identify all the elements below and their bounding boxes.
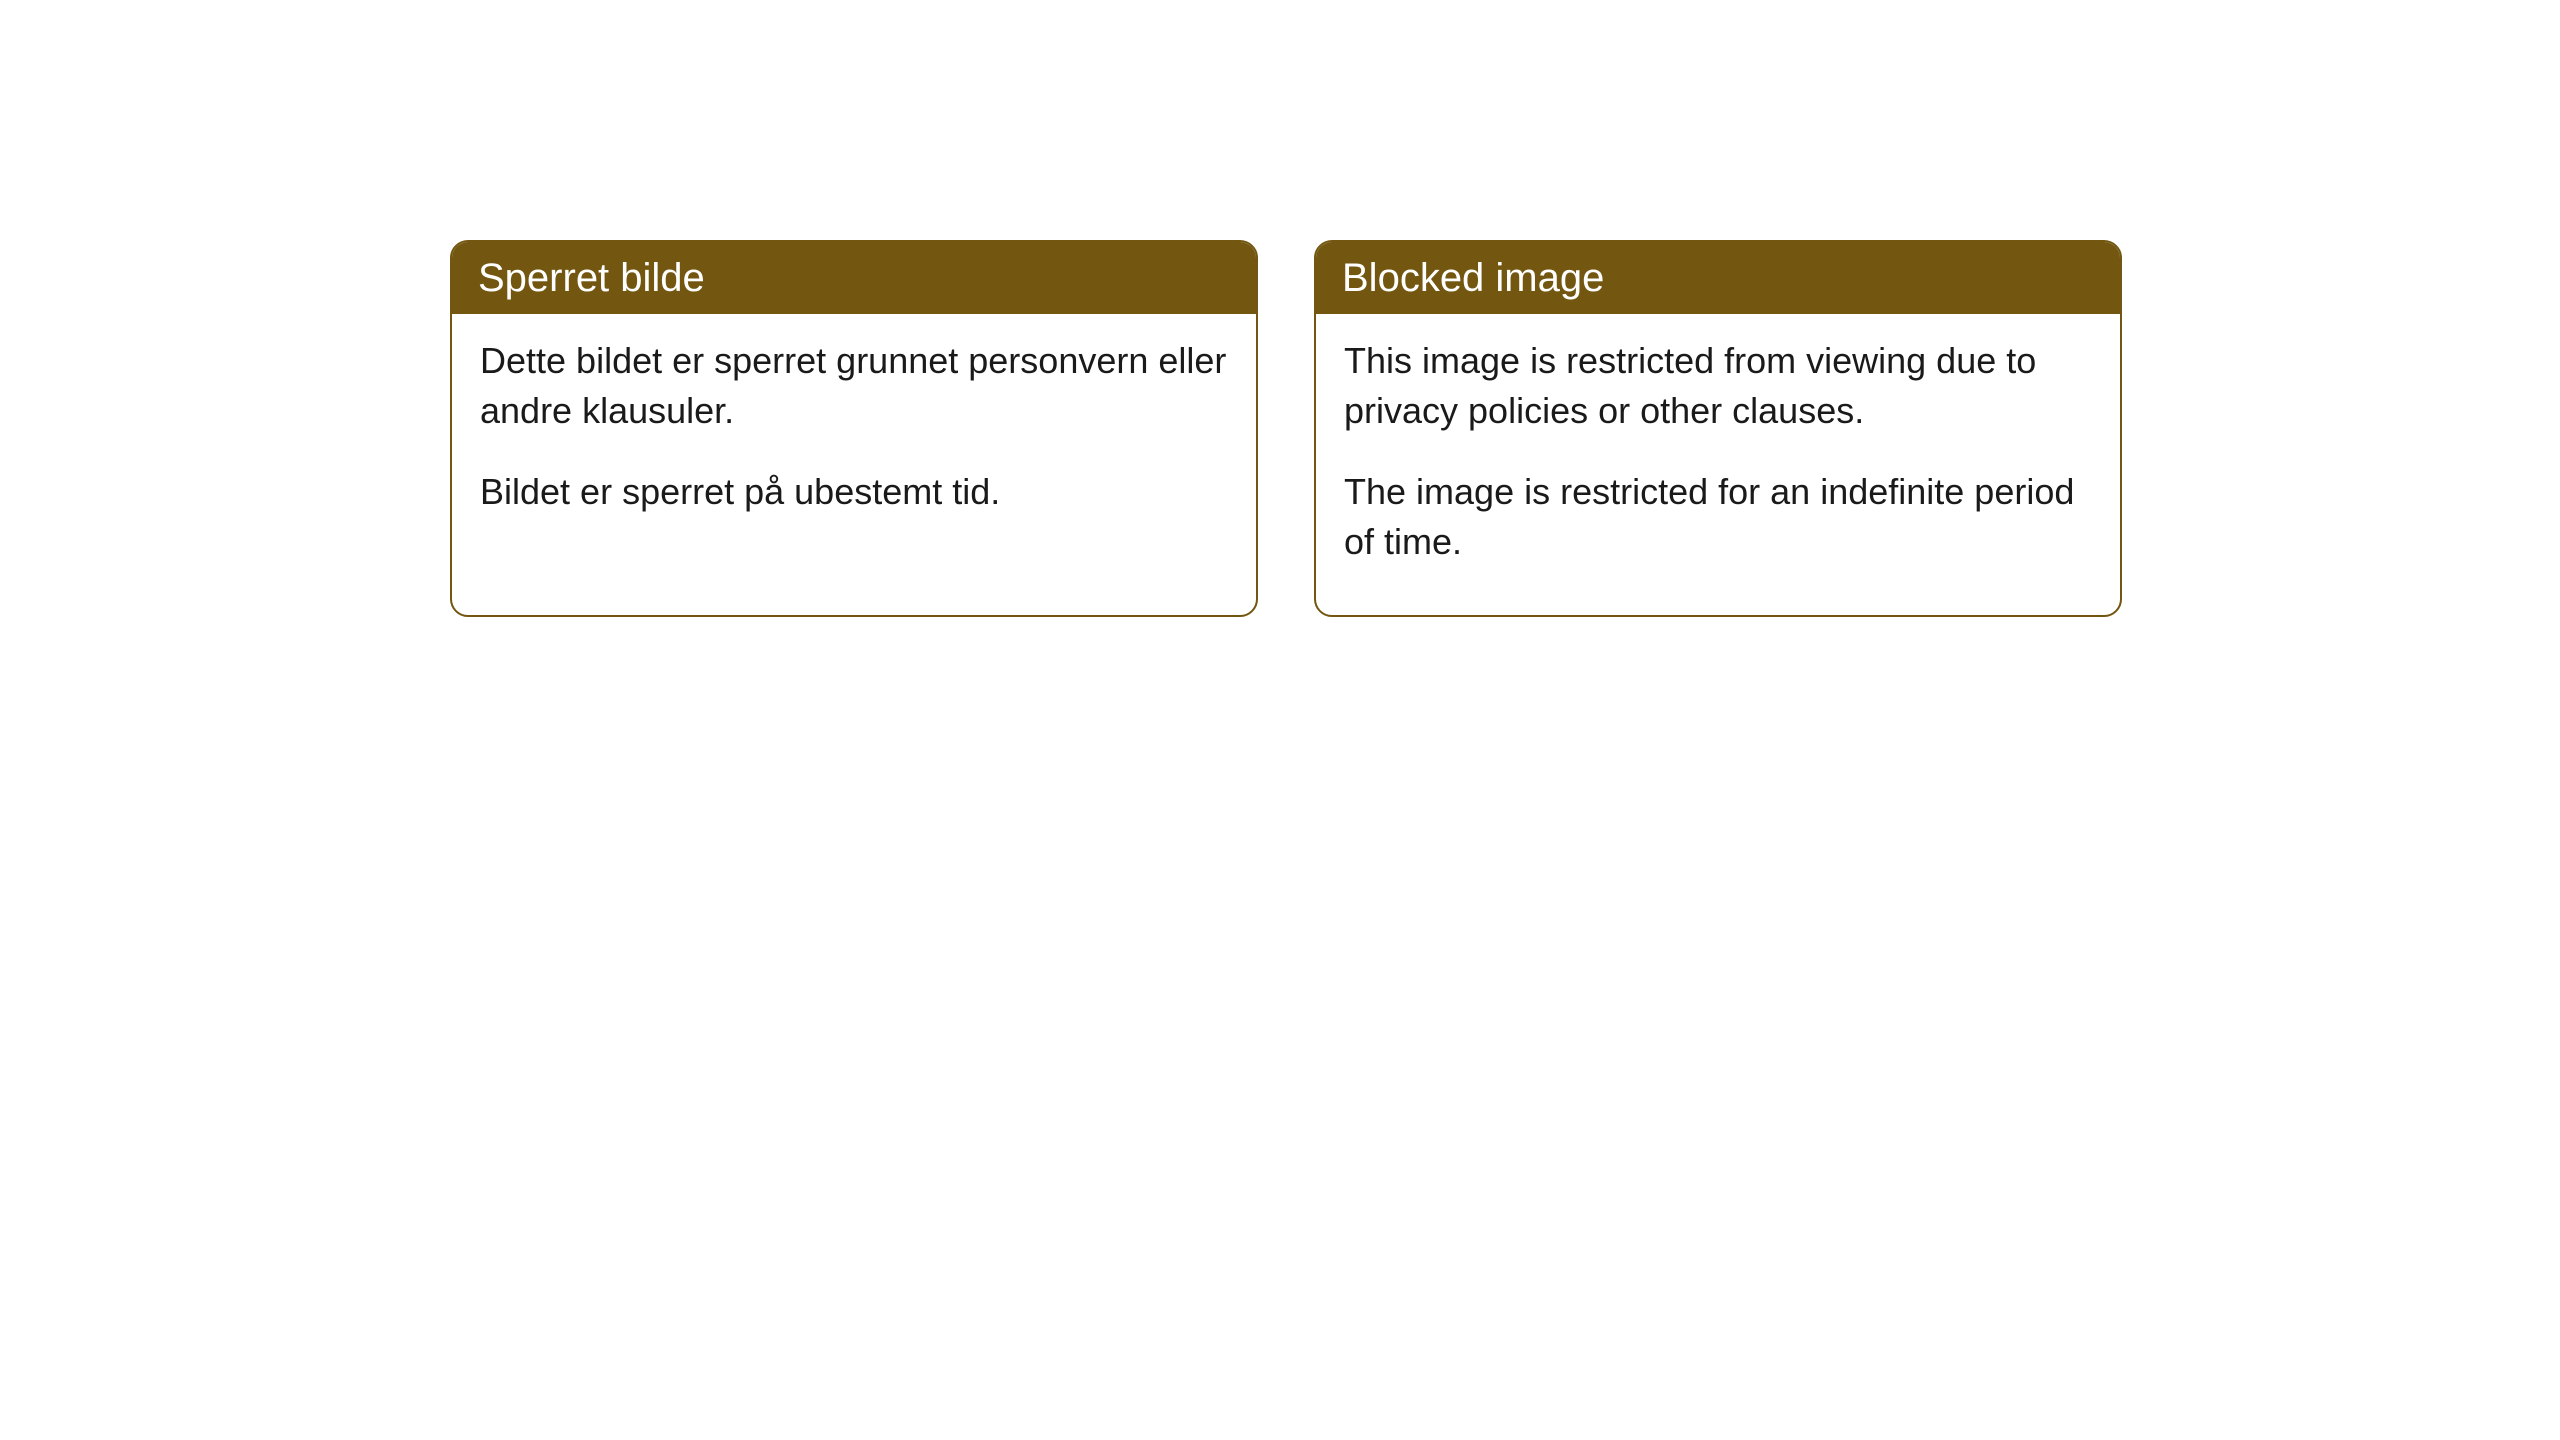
- card-title: Blocked image: [1342, 256, 1604, 300]
- card-paragraph: The image is restricted for an indefinit…: [1344, 467, 2092, 566]
- card-header: Blocked image: [1316, 242, 2120, 314]
- blocked-image-card-english: Blocked image This image is restricted f…: [1314, 240, 2122, 617]
- card-body: This image is restricted from viewing du…: [1316, 314, 2120, 615]
- card-title: Sperret bilde: [478, 256, 705, 300]
- card-paragraph: Dette bildet er sperret grunnet personve…: [480, 336, 1228, 435]
- card-paragraph: This image is restricted from viewing du…: [1344, 336, 2092, 435]
- card-paragraph: Bildet er sperret på ubestemt tid.: [480, 467, 1228, 517]
- card-header: Sperret bilde: [452, 242, 1256, 314]
- notice-cards-container: Sperret bilde Dette bildet er sperret gr…: [450, 240, 2122, 617]
- card-body: Dette bildet er sperret grunnet personve…: [452, 314, 1256, 565]
- blocked-image-card-norwegian: Sperret bilde Dette bildet er sperret gr…: [450, 240, 1258, 617]
